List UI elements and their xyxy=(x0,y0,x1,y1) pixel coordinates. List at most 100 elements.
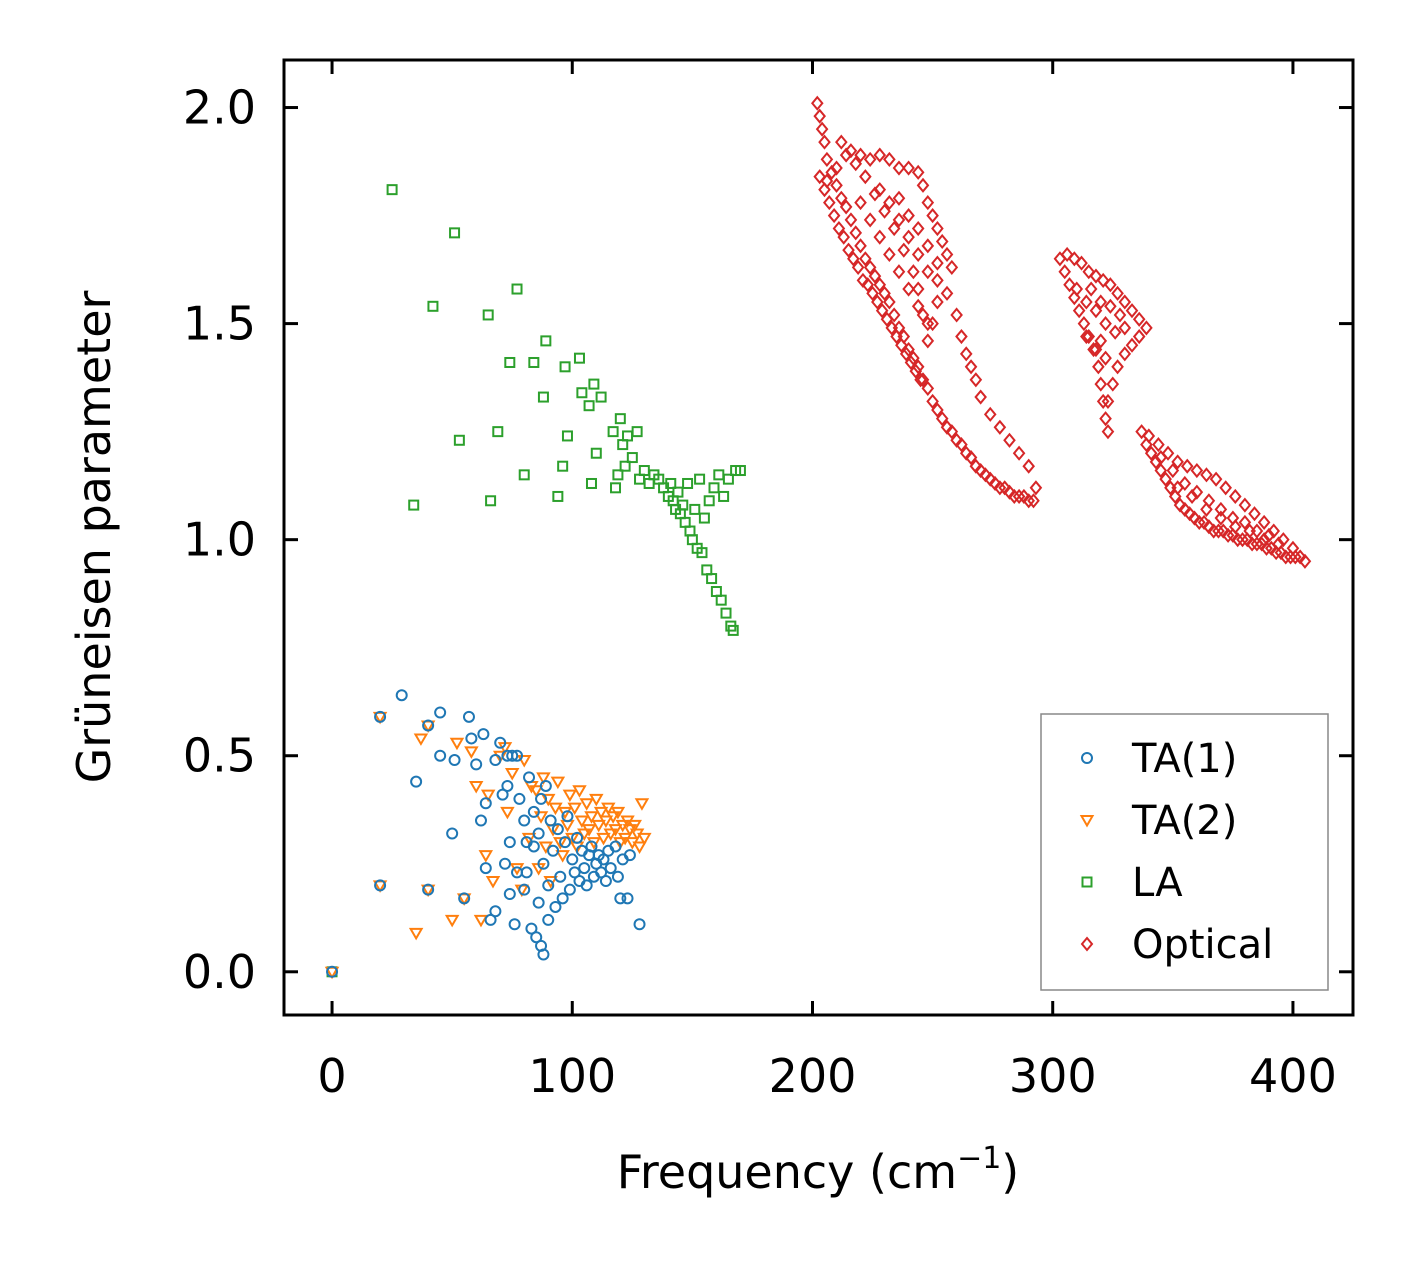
data-point xyxy=(1108,324,1122,340)
data-point xyxy=(892,160,906,176)
data-point xyxy=(1180,458,1194,474)
data-point xyxy=(1238,514,1252,530)
data-point xyxy=(832,220,846,237)
data-point xyxy=(926,208,939,224)
data-point xyxy=(890,328,903,345)
data-point xyxy=(527,805,540,818)
data-point xyxy=(827,208,841,224)
data-point xyxy=(511,749,524,762)
data-point xyxy=(911,246,925,263)
data-point xyxy=(926,393,939,409)
data-point xyxy=(532,896,545,909)
data-point xyxy=(883,246,896,263)
data-point xyxy=(895,337,908,353)
data-point xyxy=(503,888,516,901)
data-point xyxy=(921,195,935,211)
data-point xyxy=(537,857,550,870)
y-tick-label: 0.5 xyxy=(183,729,256,783)
data-point xyxy=(1257,514,1271,530)
data-point xyxy=(1077,316,1091,332)
data-point xyxy=(604,862,617,875)
data-point xyxy=(532,827,545,840)
data-point xyxy=(713,469,725,481)
data-point xyxy=(1125,303,1139,319)
data-point xyxy=(1096,272,1110,288)
data-point xyxy=(839,199,853,215)
data-point xyxy=(892,190,906,206)
data-point xyxy=(474,814,487,827)
data-point xyxy=(935,233,949,250)
data-point xyxy=(1228,519,1242,535)
data-point xyxy=(1272,536,1285,552)
x-tick-label: 300 xyxy=(1009,1049,1097,1103)
data-point xyxy=(496,788,509,801)
data-point xyxy=(503,836,516,849)
data-point xyxy=(835,190,848,206)
data-point xyxy=(529,785,544,798)
data-point xyxy=(1212,523,1225,539)
data-point xyxy=(945,424,959,440)
data-point xyxy=(880,311,894,327)
plot-frame xyxy=(282,58,1355,1017)
data-point xyxy=(573,352,585,364)
data-point xyxy=(1171,480,1184,496)
legend-label-ta2: TA(2) xyxy=(1131,798,1237,844)
data-point xyxy=(595,866,608,879)
data-point xyxy=(511,283,523,295)
data-point xyxy=(537,948,550,961)
data-point xyxy=(556,892,569,905)
data-point xyxy=(931,220,944,237)
legend-label-la: LA xyxy=(1132,860,1183,906)
data-point xyxy=(883,151,896,167)
data-point xyxy=(868,268,882,284)
data-point xyxy=(696,547,708,559)
data-point xyxy=(504,356,516,368)
data-point xyxy=(500,806,515,820)
y-tick-label: 2.0 xyxy=(183,81,256,135)
legend-marker xyxy=(1081,876,1093,888)
data-point xyxy=(374,879,387,892)
data-point xyxy=(885,320,899,336)
data-point xyxy=(902,208,915,224)
data-point xyxy=(566,853,579,866)
data-point xyxy=(549,900,562,913)
data-point xyxy=(873,182,887,198)
data-point xyxy=(1219,480,1232,496)
data-point xyxy=(916,177,930,193)
data-point xyxy=(830,160,843,176)
data-point xyxy=(422,883,435,896)
data-point xyxy=(875,303,889,319)
data-point xyxy=(672,486,684,498)
data-point xyxy=(579,798,594,811)
data-point xyxy=(559,361,571,373)
legend-marker xyxy=(1080,936,1094,952)
data-point xyxy=(940,246,954,263)
data-point xyxy=(1209,471,1223,487)
data-point xyxy=(374,710,387,723)
data-point xyxy=(810,95,824,111)
data-point xyxy=(588,378,600,390)
data-point xyxy=(408,927,424,941)
data-point xyxy=(516,755,532,768)
data-point xyxy=(1072,303,1086,319)
data-point xyxy=(581,824,597,837)
data-point xyxy=(613,837,628,850)
data-point xyxy=(839,147,853,163)
data-point xyxy=(902,229,915,245)
data-point xyxy=(734,465,746,477)
data-point xyxy=(1101,393,1115,409)
data-point xyxy=(1132,328,1146,345)
data-point xyxy=(1092,359,1105,375)
data-point xyxy=(576,387,588,399)
data-point xyxy=(485,876,501,889)
data-point xyxy=(552,490,564,502)
data-point xyxy=(1094,376,1108,392)
data-point xyxy=(1089,341,1103,358)
data-point xyxy=(1029,480,1043,496)
data-point xyxy=(1214,510,1228,526)
data-point xyxy=(873,229,887,245)
data-point xyxy=(1260,540,1273,556)
data-point xyxy=(610,806,626,820)
data-point xyxy=(623,849,636,862)
